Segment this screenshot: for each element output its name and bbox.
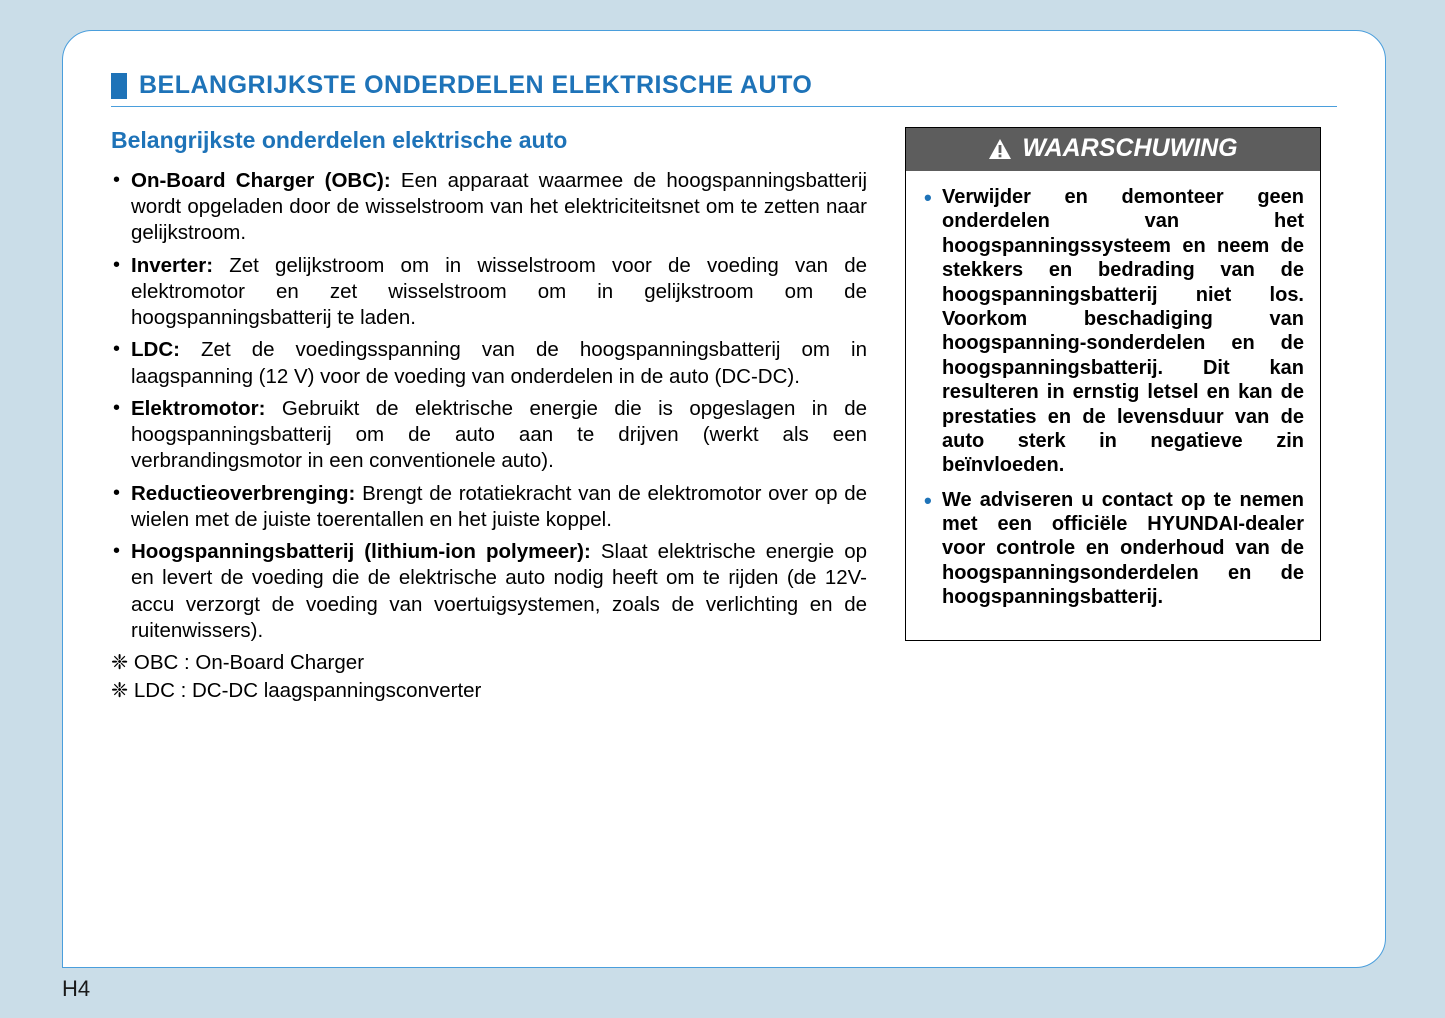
section-header: BELANGRIJKSTE ONDERDELEN ELEKTRISCHE AUT… bbox=[111, 71, 1337, 107]
term: Elektromotor: bbox=[131, 397, 265, 420]
warning-header: WAARSCHUWING bbox=[906, 128, 1320, 171]
list-item: Reductieoverbrenging: Brengt de rotatiek… bbox=[111, 481, 867, 533]
list-item: Hoogspanningsbatterij (lithium-ion polym… bbox=[111, 539, 867, 644]
main-column: Belangrijkste onderdelen elektrische aut… bbox=[111, 127, 867, 704]
warning-body: Verwijder en demonteer geen onderdelen v… bbox=[906, 171, 1320, 640]
warning-item: Verwijder en demonteer geen onderdelen v… bbox=[922, 185, 1304, 478]
page-number: H4 bbox=[62, 976, 90, 1002]
term: On-Board Charger (OBC): bbox=[131, 169, 391, 192]
list-item: Inverter: Zet gelijkstroom om in wissels… bbox=[111, 253, 867, 332]
term: Reductieoverbrenging: bbox=[131, 482, 355, 505]
term: Inverter: bbox=[131, 254, 213, 277]
warning-box: WAARSCHUWING Verwijder en demonteer geen… bbox=[905, 127, 1321, 641]
list-item: Elektromotor: Gebruikt de elektrische en… bbox=[111, 396, 867, 475]
warning-column: WAARSCHUWING Verwijder en demonteer geen… bbox=[905, 127, 1321, 704]
subheading: Belangrijkste onderdelen elektrische aut… bbox=[111, 127, 867, 154]
footnote: ❈ LDC : DC-DC laagspanningsconverter bbox=[111, 678, 867, 704]
warning-icon bbox=[988, 138, 1012, 160]
content-row: Belangrijkste onderdelen elektrische aut… bbox=[111, 127, 1337, 704]
page-frame: BELANGRIJKSTE ONDERDELEN ELEKTRISCHE AUT… bbox=[62, 30, 1386, 968]
description: Zet de voedingsspanning van de hoogspann… bbox=[131, 338, 867, 387]
term: LDC: bbox=[131, 338, 180, 361]
component-list: On-Board Charger (OBC): Een apparaat waa… bbox=[111, 168, 867, 644]
warning-title: WAARSCHUWING bbox=[1022, 134, 1237, 163]
header-accent-bar bbox=[111, 73, 127, 99]
footnote: ❈ OBC : On-Board Charger bbox=[111, 650, 867, 676]
section-title: BELANGRIJKSTE ONDERDELEN ELEKTRISCHE AUT… bbox=[139, 71, 812, 100]
list-item: On-Board Charger (OBC): Een apparaat waa… bbox=[111, 168, 867, 247]
list-item: LDC: Zet de voedingsspanning van de hoog… bbox=[111, 337, 867, 389]
term: Hoogspanningsbatterij (lithium-ion polym… bbox=[131, 540, 591, 563]
warning-list: Verwijder en demonteer geen onderdelen v… bbox=[922, 185, 1304, 610]
warning-item: We adviseren u contact op te nemen met e… bbox=[922, 488, 1304, 610]
description: Zet gelijkstroom om in wisselstroom voor… bbox=[131, 254, 867, 329]
